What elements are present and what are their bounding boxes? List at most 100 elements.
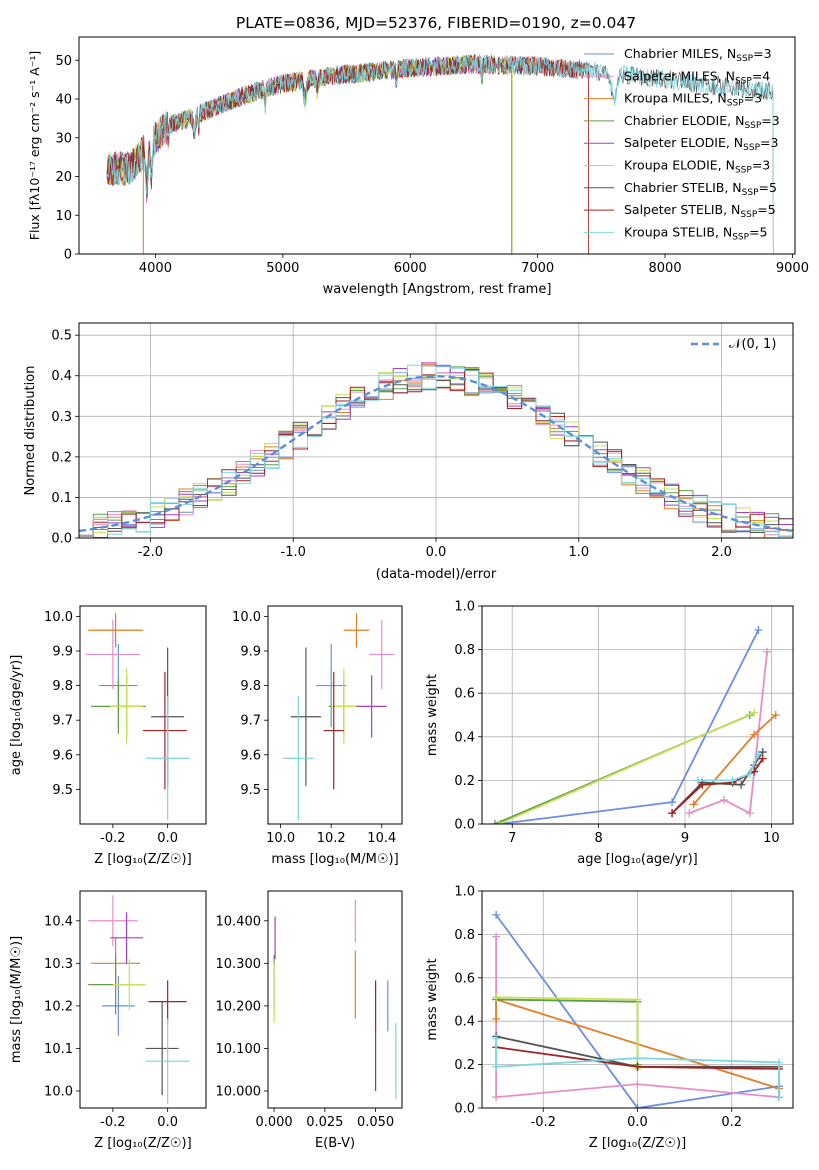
x-tick-label: -0.2 (100, 1115, 125, 1130)
weight-marker (774, 1093, 783, 1102)
weight-marker (633, 1062, 642, 1071)
y-tick-label: 0.2 (454, 774, 475, 789)
y-tick-label: 0.8 (454, 643, 475, 658)
legend-label: Kroupa MILES, NSSP=3 (624, 91, 762, 109)
y-tick-label: 9.8 (240, 679, 261, 694)
plot-area (492, 910, 783, 1108)
legend-label: Chabrier ELODIE, NSSP=3 (624, 113, 780, 131)
y-tick-label: 1.0 (454, 885, 475, 900)
y-tick-label: 10 (55, 209, 72, 224)
x-tick-label: 10.4 (367, 831, 396, 846)
y-tick-label: 10.200 (216, 999, 262, 1014)
legend-label: Salpeter ELODIE, NSSP=3 (624, 135, 778, 153)
y-tick-label: 10.400 (216, 914, 262, 929)
legend-label: Salpeter STELIB, NSSP=5 (624, 202, 776, 220)
weight-marker (771, 711, 780, 719)
weight-marker (689, 800, 698, 809)
y-tick-label: 0.2 (51, 450, 72, 465)
y-tick-label: 0.4 (454, 730, 475, 745)
mass-vs-z-panel: -0.2 0.0 10.0 10.1 10.2 10.3 10.4 Z [log₁₀(Z/Z☉… (9, 890, 207, 1151)
legend-label: Salpeter MILES, NSSP=4 (624, 68, 770, 86)
y-tick-label: 0.4 (454, 1015, 475, 1030)
axes-frame (78, 322, 794, 539)
y-tick-label: 0.6 (454, 687, 475, 702)
x-tick-label: 7000 (521, 261, 554, 276)
y-tick-label: 0 (64, 248, 72, 263)
spectrum-line (106, 55, 589, 254)
weight-marker (492, 1034, 501, 1043)
y-tick-label: 0.5 (51, 329, 72, 344)
y-tick-label: 10.4 (44, 914, 73, 929)
weight-marker (737, 780, 746, 789)
axes-frame (79, 890, 207, 1109)
y-tick-label: 30 (55, 131, 72, 146)
y-tick-label: 0.0 (454, 818, 475, 833)
y-tick-label: 10.0 (44, 1084, 73, 1099)
y-axis-label: mass weight (425, 674, 440, 756)
axes-frame (267, 605, 403, 825)
plot-area (106, 53, 774, 254)
x-axis-label: age [log₁₀(age/yr)] (577, 852, 698, 867)
weight-marker (668, 809, 677, 818)
y-tick-label: 10.100 (216, 1042, 262, 1057)
legend-label: Kroupa STELIB, NSSP=5 (624, 224, 768, 242)
weight-marker (633, 1104, 642, 1108)
x-tick-label: 8 (594, 831, 602, 846)
y-tick-label: 1.0 (454, 600, 475, 615)
weight-line (498, 711, 755, 824)
x-tick-label: 4000 (139, 261, 172, 276)
y-tick-label: 40 (55, 93, 72, 108)
plot-area (283, 612, 395, 821)
y-tick-label: 0.2 (454, 1058, 475, 1073)
weight-marker (668, 798, 677, 807)
x-axis-label: Z [log₁₀(Z/Z☉)] (94, 852, 191, 867)
weight-line (496, 996, 639, 1069)
y-tick-label: 9.9 (240, 644, 261, 659)
weight-line (688, 651, 768, 815)
y-tick-label: 10.3 (44, 957, 73, 972)
axes-frame (78, 36, 796, 255)
x-tick-label: 0.000 (255, 1115, 292, 1130)
x-tick-label: 0.025 (306, 1115, 343, 1130)
x-tick-label: 8000 (649, 261, 682, 276)
weight-marker (728, 776, 737, 785)
weight-marker (774, 1058, 783, 1067)
y-tick-label: 10.1 (44, 1042, 73, 1057)
weight-marker (745, 769, 754, 778)
x-tick-label: 0.0 (157, 831, 178, 846)
x-tick-label: 0.0 (157, 1115, 178, 1130)
weight-marker (754, 750, 763, 759)
gaussian-curve (79, 374, 793, 533)
weight-marker (698, 780, 707, 789)
x-axis-label: (data-model)/error (376, 567, 497, 582)
histogram-step (79, 364, 793, 538)
axes-frame (79, 605, 207, 825)
x-tick-label: 5000 (266, 261, 299, 276)
y-tick-label: 0.1 (51, 491, 72, 506)
weight-line (698, 753, 760, 782)
weight-marker (492, 1062, 501, 1071)
weight-marker (490, 820, 499, 824)
y-tick-label: 9.7 (240, 714, 261, 729)
weight-marker (492, 1015, 501, 1024)
spectrum-line (106, 54, 589, 254)
weight-marker (633, 1054, 642, 1063)
y-tick-label: 0.4 (51, 369, 72, 384)
x-tick-label: 9000 (776, 261, 809, 276)
x-tick-label: 9 (681, 831, 689, 846)
legend-label: Chabrier MILES, NSSP=3 (624, 46, 772, 64)
weight-marker (758, 754, 767, 763)
x-axis-label: Z [log₁₀(Z/Z☉)] (589, 1136, 686, 1151)
legend-label: Chabrier STELIB, NSSP=5 (624, 180, 777, 198)
weight-marker (495, 820, 504, 824)
x-tick-label: 0.050 (357, 1115, 394, 1130)
weight-marker (492, 993, 501, 1002)
weight-marker (492, 910, 501, 919)
x-tick-label: 10.0 (266, 831, 295, 846)
x-tick-label: 7 (508, 831, 516, 846)
residuals-panel: -2.0 -1.0 0.0 1.0 2.0 0.0 0.1 0.2 0.3 0.4 0.5 (data… (23, 322, 794, 582)
x-axis-label: mass [log₁₀(M/M☉)] (271, 852, 398, 867)
weight-marker (750, 730, 759, 739)
x-tick-label: 0.0 (426, 545, 447, 560)
weight-marker (633, 1080, 642, 1089)
